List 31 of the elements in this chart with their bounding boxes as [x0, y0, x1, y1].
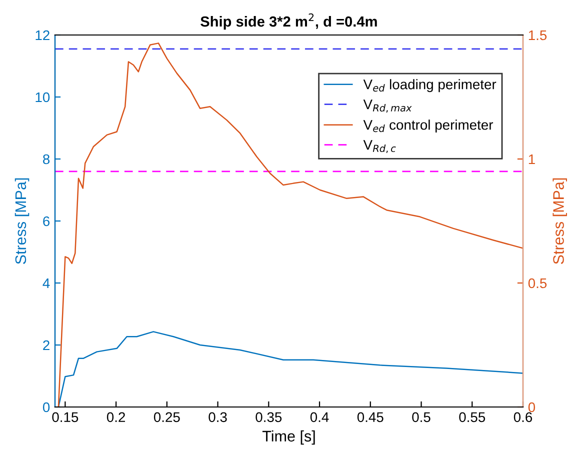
x-tick-label: 0.35	[256, 412, 282, 422]
line-series	[58, 331, 523, 407]
x-tick-label: 0.3	[208, 412, 227, 422]
y2-tick-label: 0	[528, 402, 536, 412]
y-axis-title: Stress [MPa]	[14, 178, 30, 264]
x-tick-label: 0.45	[357, 412, 384, 422]
y2-tick-label: 1.5	[528, 30, 547, 40]
legend-label: V$_{Rd,c}$	[363, 140, 396, 154]
y-tick-label: 6	[43, 216, 50, 226]
x-tick-label: 0.2	[106, 412, 125, 422]
legend-label: V$_{ed}$ control perimeter	[363, 120, 494, 133]
x-tick-label: 0.25	[154, 412, 180, 422]
y-tick-label: 0	[42, 402, 50, 412]
x-tick-label: 0.4	[310, 412, 329, 422]
x-tick-label: 0.6	[514, 412, 532, 422]
y2-tick-label: 1	[528, 154, 535, 164]
x-tick-label: 0.15	[52, 412, 78, 422]
line-series	[58, 42, 523, 407]
y-tick-label: 4	[42, 278, 50, 288]
x-axis-title: Time [s]	[262, 430, 315, 445]
y-tick-label: 8	[43, 154, 50, 164]
y2-tick-label: 0.5	[528, 278, 547, 288]
y-tick-label: 2	[43, 340, 50, 350]
y-tick-label: 10	[36, 92, 50, 102]
legend-label: V$_{ed}$ loading perimeter	[363, 79, 496, 92]
legend-label: V$_{Rd,max}$	[363, 100, 412, 113]
chart-title: Ship side 3*2 m$^{2}$, d =0.4m	[200, 13, 377, 30]
x-tick-label: 0.5	[412, 412, 430, 422]
x-tick-label: 0.55	[459, 412, 486, 422]
y-tick-label: 12	[36, 30, 50, 40]
y2-axis-title: Stress [MPa]	[552, 178, 567, 264]
